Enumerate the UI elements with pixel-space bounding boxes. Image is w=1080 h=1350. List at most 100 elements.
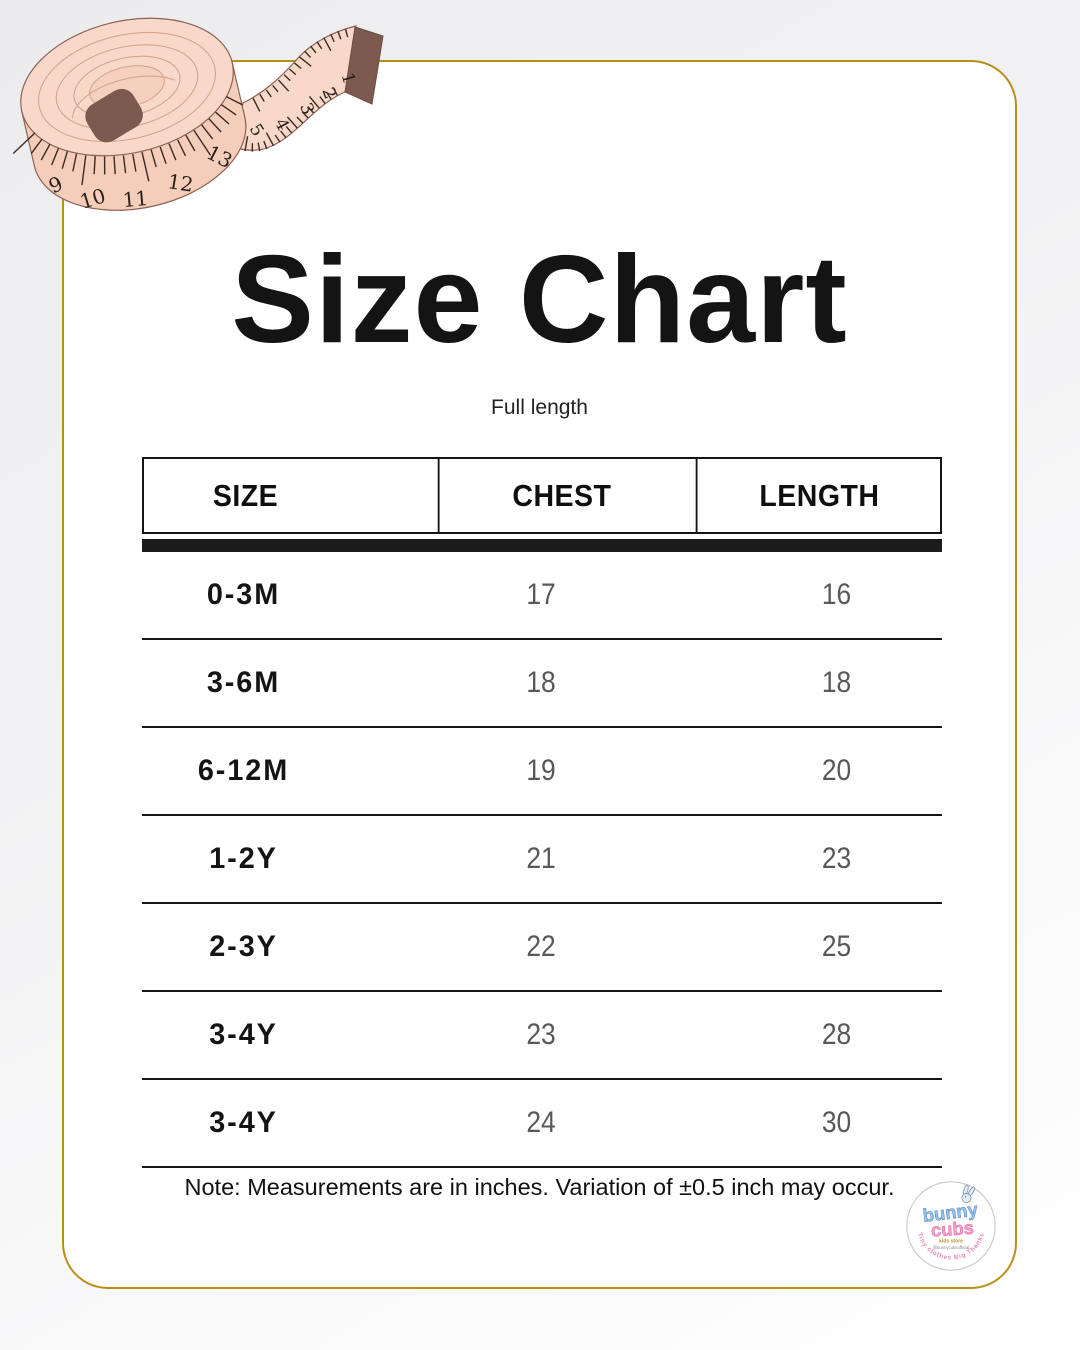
size-cell: 3-4Y [209, 1106, 278, 1139]
tape-tick [319, 96, 326, 104]
tape-tick [176, 139, 187, 157]
logo-handle: @bunnycubsofficial [933, 1245, 970, 1250]
tape-tick [310, 45, 317, 54]
tape-tick [285, 126, 293, 134]
logo-kids-store: kids store [939, 1239, 963, 1245]
chest-cell: 23 [526, 1018, 556, 1051]
length-cell: 20 [821, 754, 852, 787]
tape-tick [201, 124, 214, 140]
tape-tick [296, 116, 304, 124]
column-header-chest: CHEST [437, 459, 685, 532]
tape-tail: 5 4 3 2 1 [232, 25, 384, 152]
page-subtitle: Full length [491, 396, 588, 419]
tape-tick [280, 130, 287, 139]
tape-tick [103, 156, 106, 175]
table-header-row: SIZE CHEST LENGTH [142, 457, 942, 534]
tape-tick [93, 156, 96, 175]
table-row: 6-12M 19 20 [142, 728, 942, 816]
tape-tick [150, 149, 157, 168]
length-cell: 30 [821, 1106, 852, 1139]
logo-word-cubs: cubs [930, 1217, 974, 1241]
size-chart-card: Size Chart Full length SIZE CHEST LENGTH… [62, 60, 1017, 1289]
tape-tick [225, 95, 243, 106]
tape-tick [193, 129, 212, 156]
tape-tick [113, 156, 116, 175]
header-divider-bar [142, 539, 942, 552]
table-row: 3-6M 18 18 [142, 640, 942, 728]
length-cell: 25 [821, 930, 852, 963]
page-title: Size Chart [231, 231, 848, 369]
tape-tick [337, 30, 342, 40]
length-cell: 16 [821, 578, 852, 611]
tape-tick [299, 56, 312, 67]
length-cell: 18 [821, 666, 852, 699]
brand-logo: bunny cubs kids store @bunnycubsofficial… [906, 1181, 996, 1271]
tape-tick [159, 146, 167, 165]
tape-tick [215, 111, 230, 125]
column-header-length: LENGTH [695, 459, 942, 532]
size-cell: 2-3Y [209, 930, 278, 963]
table-row: 3-4Y 23 28 [142, 992, 942, 1080]
length-cell: 28 [821, 1018, 852, 1051]
tape-tick [252, 97, 261, 112]
tape-tick [278, 79, 290, 92]
bunny-icon [961, 1184, 975, 1204]
tape-tick [168, 143, 177, 161]
tape-tick [12, 132, 36, 155]
size-cell: 1-2Y [209, 842, 278, 875]
tape-tip [344, 26, 384, 105]
tape-tick [272, 84, 279, 93]
tape-tick [72, 153, 78, 172]
chest-cell: 17 [526, 578, 556, 611]
table-row: 3-4Y 24 30 [142, 1080, 942, 1168]
coil-number: 11 [122, 186, 149, 212]
tape-tick [220, 104, 237, 116]
logo-circle [906, 1181, 996, 1271]
chest-cell: 19 [526, 754, 556, 787]
size-cell: 3-4Y [209, 1018, 278, 1051]
size-cell: 0-3M [206, 578, 281, 611]
tape-tick [316, 41, 323, 50]
coil-number: 12 [166, 169, 195, 197]
column-header-size: SIZE [212, 477, 279, 513]
tail-number: 1 [337, 71, 359, 87]
tape-tick [325, 91, 332, 100]
tape-tick [51, 148, 60, 166]
tape-tick [283, 74, 291, 82]
tape-tick [274, 134, 281, 143]
table-row: 2-3Y 22 25 [142, 904, 942, 992]
length-cell: 23 [821, 842, 852, 875]
tape-tick [61, 151, 68, 169]
tape-end-tab [85, 88, 143, 143]
tape-tick [185, 134, 196, 152]
tape-tick [208, 118, 222, 133]
tape-tick [286, 116, 298, 129]
tape-measure-icon: 5 4 3 2 1 9 10 11 12 13 [12, 17, 384, 214]
tape-tick [259, 93, 265, 102]
tape-tick [257, 142, 261, 152]
table-row: 1-2Y 21 23 [142, 816, 942, 904]
tape-tick [40, 143, 51, 161]
tape-tick [344, 28, 349, 38]
chest-cell: 21 [526, 842, 556, 875]
tape-tick [30, 138, 43, 154]
tape-tick [330, 33, 335, 43]
tape-tick [307, 106, 315, 114]
table-row: 0-3M 17 16 [142, 552, 942, 640]
tape-tick [304, 50, 312, 58]
tape-tick [288, 68, 297, 76]
tape-tick [323, 37, 332, 52]
size-cell: 3-6M [206, 666, 281, 699]
tape-tick [122, 155, 127, 174]
size-cell: 6-12M [197, 754, 290, 787]
chest-cell: 18 [526, 666, 556, 699]
tape-tick [244, 136, 249, 152]
chest-cell: 24 [526, 1106, 556, 1139]
tape-tick [263, 140, 268, 150]
size-table: SIZE CHEST LENGTH 0-3M 17 16 3-6M 18 18 … [142, 457, 942, 1168]
tape-tick [265, 132, 275, 147]
tape-coil: 9 10 11 12 13 [12, 17, 247, 214]
tape-tick [308, 96, 320, 109]
chest-cell: 22 [526, 930, 556, 963]
tape-tick [81, 155, 87, 186]
